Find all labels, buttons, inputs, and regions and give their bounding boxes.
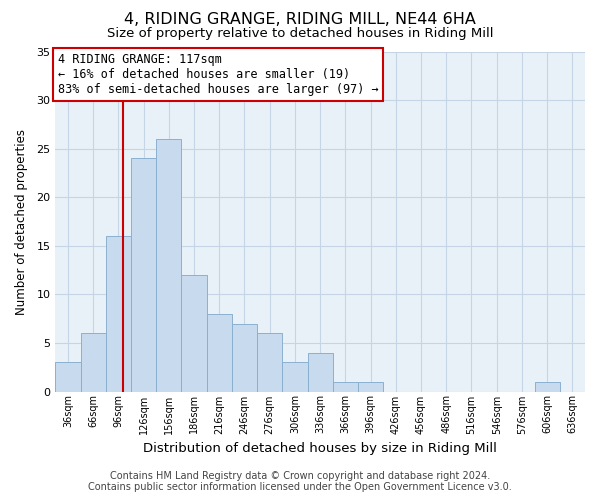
Bar [333,382,358,392]
Bar [181,275,206,392]
Bar [131,158,156,392]
Bar [206,314,232,392]
Bar [106,236,131,392]
Text: Size of property relative to detached houses in Riding Mill: Size of property relative to detached ho… [107,28,493,40]
Bar [283,362,308,392]
Bar [535,382,560,392]
Text: 4 RIDING GRANGE: 117sqm
← 16% of detached houses are smaller (19)
83% of semi-de: 4 RIDING GRANGE: 117sqm ← 16% of detache… [58,53,379,96]
Bar [80,333,106,392]
X-axis label: Distribution of detached houses by size in Riding Mill: Distribution of detached houses by size … [143,442,497,455]
Text: 4, RIDING GRANGE, RIDING MILL, NE44 6HA: 4, RIDING GRANGE, RIDING MILL, NE44 6HA [124,12,476,28]
Bar [156,139,181,392]
Bar [55,362,80,392]
Bar [358,382,383,392]
Y-axis label: Number of detached properties: Number of detached properties [15,128,28,314]
Bar [308,352,333,392]
Bar [257,333,283,392]
Bar [232,324,257,392]
Text: Contains HM Land Registry data © Crown copyright and database right 2024.
Contai: Contains HM Land Registry data © Crown c… [88,471,512,492]
